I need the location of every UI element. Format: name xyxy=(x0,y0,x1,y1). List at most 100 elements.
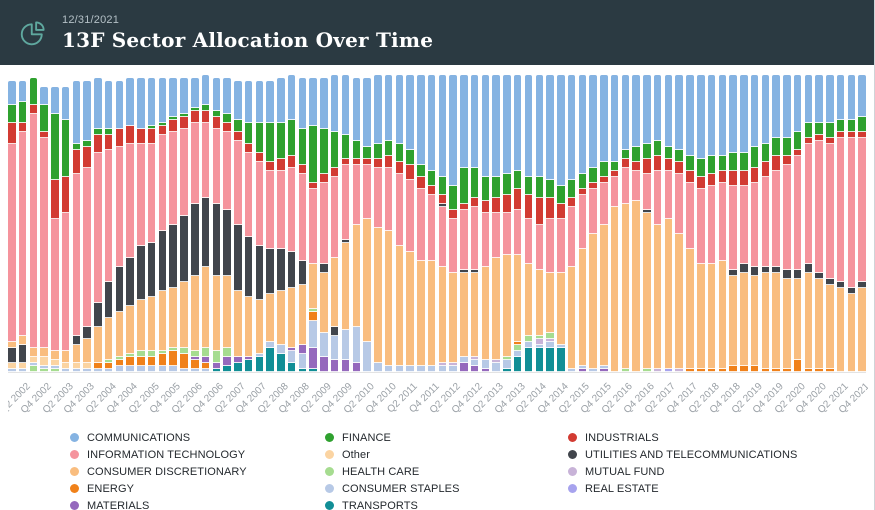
segment-cd[interactable] xyxy=(266,294,274,342)
segment-cd[interactable] xyxy=(460,273,468,357)
segment-in[interactable] xyxy=(363,159,371,165)
segment-hc[interactable] xyxy=(51,369,59,372)
segment-it[interactable] xyxy=(29,114,38,348)
segment-cs[interactable] xyxy=(255,354,264,357)
segment-cd[interactable] xyxy=(675,234,683,369)
segment-en[interactable] xyxy=(309,312,317,321)
segment-it[interactable] xyxy=(557,219,565,273)
segment-cs[interactable] xyxy=(169,366,177,372)
segment-fi[interactable] xyxy=(793,132,802,150)
segment-fi[interactable] xyxy=(535,177,544,198)
segment-in[interactable] xyxy=(115,129,124,147)
segment-cm[interactable] xyxy=(191,78,199,108)
segment-en[interactable] xyxy=(729,366,737,372)
segment-cm[interactable] xyxy=(137,78,145,129)
segment-cd[interactable] xyxy=(589,234,597,369)
segment-it[interactable] xyxy=(201,123,210,198)
segment-in[interactable] xyxy=(40,132,48,138)
segment-in[interactable] xyxy=(686,171,694,183)
segment-fi[interactable] xyxy=(621,150,630,159)
segment-cm[interactable] xyxy=(524,75,533,177)
segment-cm[interactable] xyxy=(201,75,210,105)
segment-fi[interactable] xyxy=(664,147,673,159)
segment-cd[interactable] xyxy=(513,255,522,342)
segment-cs[interactable] xyxy=(470,360,479,366)
segment-en[interactable] xyxy=(126,357,134,366)
segment-cm[interactable] xyxy=(417,75,425,165)
segment-cd[interactable] xyxy=(632,201,640,372)
segment-cs[interactable] xyxy=(546,342,554,348)
segment-hc[interactable] xyxy=(535,336,544,339)
bar-Q1-2003[interactable] xyxy=(51,87,59,372)
segment-cm[interactable] xyxy=(180,78,188,114)
segment-ut[interactable] xyxy=(826,279,834,285)
legend-item-cs[interactable]: CONSUMER STAPLES xyxy=(325,483,568,495)
segment-en[interactable] xyxy=(191,360,199,369)
segment-hc[interactable] xyxy=(513,345,522,351)
segment-fi[interactable] xyxy=(438,177,447,195)
segment-fi[interactable] xyxy=(40,105,48,132)
segment-in[interactable] xyxy=(567,198,576,207)
segment-ut[interactable] xyxy=(772,267,780,273)
segment-cd[interactable] xyxy=(255,300,264,354)
segment-cm[interactable] xyxy=(535,75,544,177)
segment-it[interactable] xyxy=(234,141,242,225)
segment-cm[interactable] xyxy=(460,75,468,168)
segment-cd[interactable] xyxy=(244,297,253,357)
segment-fi[interactable] xyxy=(384,141,393,156)
segment-it[interactable] xyxy=(707,186,716,264)
segment-cs[interactable] xyxy=(513,351,522,357)
segment-mf[interactable] xyxy=(438,363,447,366)
bar-Q2-2008[interactable] xyxy=(277,78,285,372)
segment-in[interactable] xyxy=(212,117,221,129)
bar-Q1-2015[interactable] xyxy=(567,75,576,372)
segment-cd[interactable] xyxy=(470,273,479,357)
bar-Q4-2018[interactable] xyxy=(729,75,737,372)
segment-fi[interactable] xyxy=(492,177,500,198)
segment-cd[interactable] xyxy=(836,288,845,372)
segment-in[interactable] xyxy=(481,201,490,213)
segment-cd[interactable] xyxy=(643,213,651,369)
segment-cd[interactable] xyxy=(535,270,544,336)
segment-cs[interactable] xyxy=(83,369,91,372)
segment-hc[interactable] xyxy=(201,348,210,357)
segment-fi[interactable] xyxy=(406,150,414,165)
bar-Q1-2021[interactable] xyxy=(826,75,834,372)
segment-cs[interactable] xyxy=(600,366,608,369)
segment-fi[interactable] xyxy=(158,123,167,126)
segment-tr[interactable] xyxy=(535,348,544,372)
segment-cs[interactable] xyxy=(115,366,124,372)
segment-cs[interactable] xyxy=(126,366,134,372)
segment-cs[interactable] xyxy=(460,357,468,363)
segment-cm[interactable] xyxy=(610,75,619,162)
bar-Q2-2009[interactable] xyxy=(320,78,328,372)
segment-cm[interactable] xyxy=(557,75,565,186)
segment-cs[interactable] xyxy=(524,342,533,348)
segment-cm[interactable] xyxy=(298,78,307,129)
segment-ut[interactable] xyxy=(244,237,253,297)
segment-in[interactable] xyxy=(449,210,457,219)
segment-in[interactable] xyxy=(126,126,134,144)
segment-fi[interactable] xyxy=(653,141,662,156)
segment-fi[interactable] xyxy=(51,114,59,180)
legend-item-ma[interactable]: MATERIALS xyxy=(70,500,325,510)
bar-Q4-2003[interactable] xyxy=(83,81,91,372)
segment-cm[interactable] xyxy=(406,75,414,150)
segment-it[interactable] xyxy=(115,147,124,267)
segment-it[interactable] xyxy=(330,177,339,258)
segment-mf[interactable] xyxy=(546,339,554,342)
segment-in[interactable] xyxy=(492,198,500,213)
segment-it[interactable] xyxy=(600,183,608,225)
bar-Q1-2009[interactable] xyxy=(309,78,317,372)
segment-cd[interactable] xyxy=(492,258,500,360)
legend-item-cm[interactable]: COMMUNICATIONS xyxy=(70,432,325,444)
segment-mf[interactable] xyxy=(535,339,544,345)
segment-it[interactable] xyxy=(287,168,296,252)
segment-it[interactable] xyxy=(427,195,436,261)
segment-cd[interactable] xyxy=(8,342,16,348)
bar-Q2-2018[interactable] xyxy=(707,75,716,372)
segment-ut[interactable] xyxy=(255,246,264,300)
segment-cs[interactable] xyxy=(266,342,274,348)
segment-ut[interactable] xyxy=(72,336,81,345)
segment-cs[interactable] xyxy=(438,366,447,372)
